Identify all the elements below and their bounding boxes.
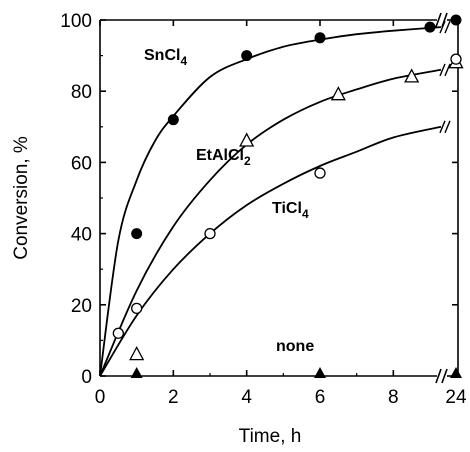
data-point-none (130, 367, 143, 378)
data-point-sncl4 (424, 21, 436, 33)
x-axis-label: Time, h (239, 426, 302, 447)
x-tick-label: 4 (241, 387, 252, 408)
curve-break-mark (444, 63, 451, 77)
y-axis-label: Conversion, % (11, 136, 32, 260)
data-point-sncl4 (131, 228, 143, 240)
y-tick-label: 0 (81, 367, 92, 388)
x-tick-label: 24 (445, 387, 467, 408)
curve-break-mark (444, 120, 451, 134)
data-point-etalcl2 (404, 68, 420, 83)
plot-frame (99, 12, 459, 384)
curve-break-mark (439, 63, 446, 77)
data-point-etalcl2 (239, 132, 255, 147)
fit-curve-etalcl2 (99, 68, 442, 377)
series-label-ticl4: TiCl4 (272, 200, 309, 221)
curve-break-mark (439, 20, 446, 34)
data-point-etalcl2 (129, 345, 145, 361)
data-point-sncl4 (167, 114, 179, 126)
x-tick-label: 6 (315, 387, 326, 408)
data-point-sncl4 (450, 14, 462, 26)
data-point-none (314, 367, 326, 378)
y-tick-label: 20 (71, 296, 92, 317)
y-tick-label: 100 (60, 11, 92, 32)
axis-break-mark-top (435, 12, 442, 28)
y-tick-label: 60 (71, 153, 92, 174)
series-label-etalcl2: EtAlCl2 (196, 147, 251, 168)
x-tick-label: 0 (95, 387, 106, 408)
data-point-ticl4 (112, 327, 124, 339)
series-label-sncl4: SnCl4 (144, 47, 187, 68)
data-point-ticl4 (204, 227, 216, 240)
fit-curve-sncl4 (99, 26, 442, 377)
fit-curves (99, 20, 451, 377)
data-point-etalcl2 (330, 86, 346, 101)
y-tick-label: 80 (71, 82, 92, 103)
data-point-ticl4 (450, 53, 462, 65)
x-tick-label: 8 (388, 387, 399, 408)
axis-break-mark-bottom (441, 368, 448, 384)
data-point-ticl4 (131, 302, 143, 315)
data-point-sncl4 (314, 32, 326, 44)
data-point-sncl4 (241, 50, 253, 62)
curve-break-mark (439, 120, 446, 134)
y-tick-label: 40 (71, 225, 92, 246)
x-tick-label: 2 (168, 387, 179, 408)
data-point-none (450, 367, 462, 378)
series-labels: SnCl4 EtAlCl2 TiCl4 none (144, 47, 314, 355)
axis-break-mark-bottom (435, 368, 442, 384)
curve-break-mark (444, 20, 451, 34)
series-label-none: none (276, 338, 314, 355)
data-markers (112, 14, 464, 378)
data-point-ticl4 (314, 167, 326, 179)
fit-curve-ticl4 (99, 125, 442, 377)
